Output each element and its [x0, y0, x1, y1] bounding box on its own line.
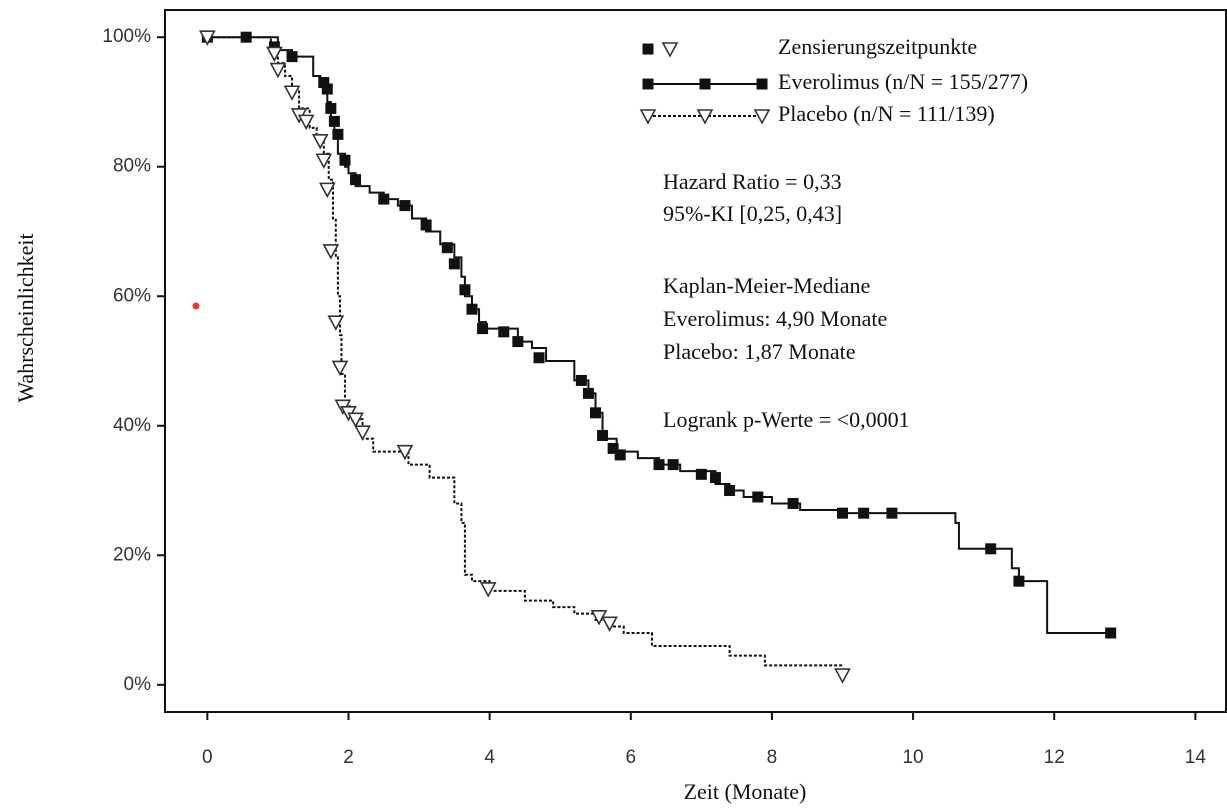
annotation: Hazard Ratio = 0,33 [663, 169, 842, 194]
censor-marker [327, 315, 345, 331]
censor-marker [1013, 575, 1025, 587]
y-tick-label: 80% [113, 156, 151, 177]
y-axis-label: Wahrscheinlichkeit [13, 233, 38, 402]
legend-marker [642, 78, 654, 90]
x-tick-label: 8 [767, 747, 778, 768]
censor-marker [836, 507, 848, 519]
y-tick-label: 20% [113, 544, 151, 565]
censor-marker [858, 507, 870, 519]
x-axis-label: Zeit (Monate) [684, 779, 807, 804]
annotation: 95%-KI [0,25, 0,43] [663, 201, 842, 226]
censor-marker [459, 284, 471, 296]
censor-marker [266, 46, 283, 63]
x-tick-label: 2 [343, 747, 354, 768]
censor-marker [325, 102, 337, 114]
censor-marker [834, 668, 851, 684]
censor-marker [283, 85, 301, 101]
x-tick-label: 12 [1044, 747, 1065, 768]
censor-marker [322, 244, 340, 260]
annotation: Logrank p-Werte = <0,0001 [663, 407, 910, 432]
censor-marker [441, 242, 453, 254]
censor-marker [347, 412, 364, 428]
legend-marker [639, 109, 657, 125]
y-tick-label: 100% [102, 26, 151, 47]
censor-marker [601, 616, 618, 632]
censor-marker [350, 174, 362, 186]
annotation: Kaplan-Meier-Mediane [663, 273, 870, 298]
annotation: Everolimus: 4,90 Monate [663, 306, 887, 331]
censor-marker [328, 115, 340, 127]
annotation: Placebo: 1,87 Monate [663, 339, 855, 364]
censor-marker [575, 374, 587, 386]
x-tick-label: 0 [202, 747, 213, 768]
x-tick-label: 6 [625, 747, 636, 768]
censor-marker [582, 387, 594, 399]
censor-marker [321, 83, 333, 95]
censor-marker [448, 258, 460, 270]
censor-marker [318, 77, 330, 89]
censor-marker [399, 200, 411, 212]
censor-marker [378, 193, 390, 205]
censor-marker [354, 425, 371, 441]
censor-marker [466, 303, 478, 315]
censor-marker [318, 182, 336, 199]
censor-marker [752, 491, 764, 503]
censor-marker [589, 407, 601, 419]
censor-marker [709, 472, 721, 484]
censor-marker [479, 582, 497, 598]
censor-marker [597, 429, 609, 441]
censor-marker [724, 485, 736, 497]
censor-marker [787, 497, 799, 509]
legend-label: Everolimus (n/N = 155/277) [778, 69, 1028, 94]
censor-marker [199, 30, 216, 46]
x-tick-label: 4 [484, 747, 495, 768]
censor-marker [297, 114, 315, 131]
legend-marker [753, 109, 771, 125]
censor-marker [240, 31, 252, 43]
censor-marker [315, 153, 333, 169]
censor-marker [886, 507, 898, 519]
legend-label: Zensierungszeitpunkte [778, 34, 977, 59]
legend-label: Placebo (n/N = 111/139) [778, 101, 995, 126]
censor-marker [332, 128, 344, 140]
censor-marker [653, 459, 665, 471]
censor-marker [695, 468, 707, 480]
x-tick-label: 10 [902, 747, 923, 768]
legend-marker [699, 78, 711, 90]
censor-marker [286, 51, 298, 63]
legend-marker [661, 42, 679, 58]
legend-marker [642, 43, 654, 55]
km-curve [207, 36, 1111, 634]
censor-marker [420, 219, 432, 231]
censor-marker [311, 134, 329, 150]
censor-marker [498, 326, 510, 338]
censor-marker [607, 442, 619, 454]
x-tick-label: 14 [1185, 747, 1207, 768]
y-tick-label: 60% [113, 285, 151, 306]
legend-marker [756, 78, 768, 90]
censor-marker [477, 323, 489, 335]
censor-marker [269, 62, 287, 79]
y-tick-label: 0% [124, 674, 152, 695]
censor-marker [614, 449, 626, 461]
y-tick-label: 40% [113, 415, 151, 436]
censor-marker [1105, 627, 1117, 639]
censor-marker [512, 336, 524, 348]
legend-marker [696, 109, 714, 125]
censor-marker [331, 360, 349, 377]
censor-marker [533, 352, 545, 364]
censor-marker [667, 459, 679, 471]
censor-marker [396, 444, 414, 461]
plot-frame [164, 9, 1227, 713]
cursor-dot [192, 302, 200, 310]
censor-marker [985, 543, 997, 555]
censor-marker [339, 154, 351, 166]
